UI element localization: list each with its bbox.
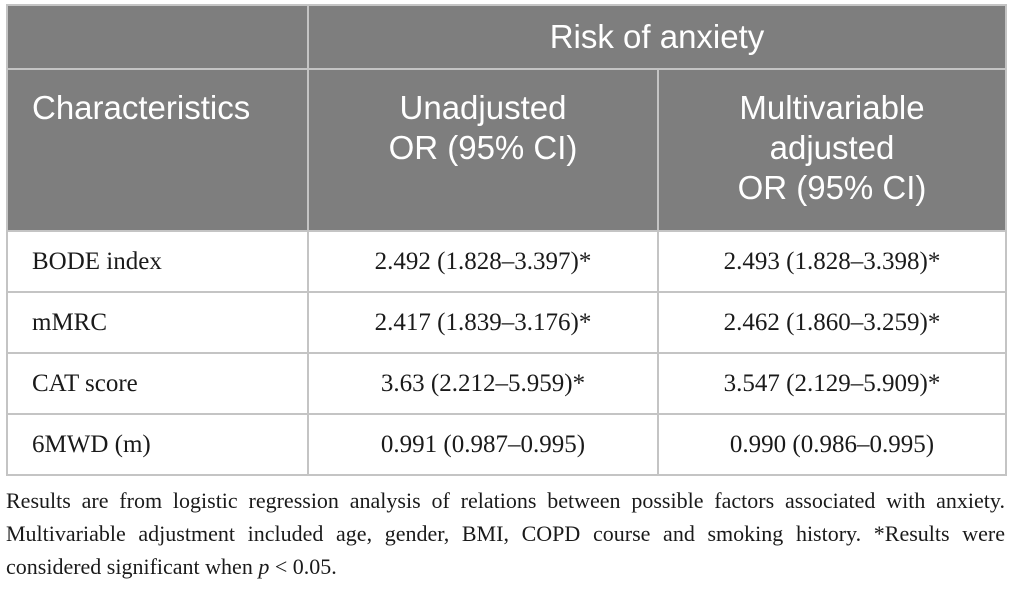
- table-header: Risk of anxiety Characteristics Unadjust…: [6, 4, 1007, 232]
- footnote-threshold: < 0.05.: [269, 554, 337, 579]
- unadjusted-header-line1: Unadjusted: [399, 89, 567, 126]
- adjusted-header-line1: Multivariable: [739, 89, 925, 126]
- unadjusted-value: 2.417 (1.839–3.176)*: [307, 291, 659, 354]
- footnote-text: Results are from logistic regression ana…: [6, 488, 1005, 579]
- risk-of-anxiety-header: Risk of anxiety: [307, 4, 1007, 70]
- table-row: 6MWD (m) 0.991 (0.987–0.995) 0.990 (0.98…: [6, 413, 1007, 476]
- unadjusted-header: Unadjusted OR (95% CI): [307, 68, 659, 232]
- adjusted-header: Multivariable adjusted OR (95% CI): [657, 68, 1007, 232]
- table-row: BODE index 2.492 (1.828–3.397)* 2.493 (1…: [6, 230, 1007, 293]
- table-row: mMRC 2.417 (1.839–3.176)* 2.462 (1.860–3…: [6, 291, 1007, 354]
- unadjusted-value: 2.492 (1.828–3.397)*: [307, 230, 659, 293]
- row-label: CAT score: [6, 352, 309, 415]
- adjusted-header-line3: OR (95% CI): [737, 169, 927, 206]
- adjusted-value: 2.493 (1.828–3.398)*: [657, 230, 1007, 293]
- results-table: Risk of anxiety Characteristics Unadjust…: [6, 4, 1007, 476]
- table-body: BODE index 2.492 (1.828–3.397)* 2.493 (1…: [6, 230, 1007, 476]
- header-row-columns: Characteristics Unadjusted OR (95% CI) M…: [6, 68, 1007, 232]
- header-empty-cell: [6, 4, 309, 70]
- row-label: BODE index: [6, 230, 309, 293]
- table-row: CAT score 3.63 (2.212–5.959)* 3.547 (2.1…: [6, 352, 1007, 415]
- unadjusted-value: 3.63 (2.212–5.959)*: [307, 352, 659, 415]
- row-label: 6MWD (m): [6, 413, 309, 476]
- characteristics-header: Characteristics: [6, 68, 309, 232]
- adjusted-header-line2: adjusted: [769, 129, 895, 166]
- adjusted-value: 2.462 (1.860–3.259)*: [657, 291, 1007, 354]
- adjusted-value: 0.990 (0.986–0.995): [657, 413, 1007, 476]
- unadjusted-header-line2: OR (95% CI): [388, 129, 578, 166]
- footnote-p-symbol: p: [258, 554, 270, 579]
- table-footnote: Results are from logistic regression ana…: [6, 484, 1005, 583]
- unadjusted-value: 0.991 (0.987–0.995): [307, 413, 659, 476]
- header-row-group: Risk of anxiety: [6, 4, 1007, 70]
- row-label: mMRC: [6, 291, 309, 354]
- adjusted-value: 3.547 (2.129–5.909)*: [657, 352, 1007, 415]
